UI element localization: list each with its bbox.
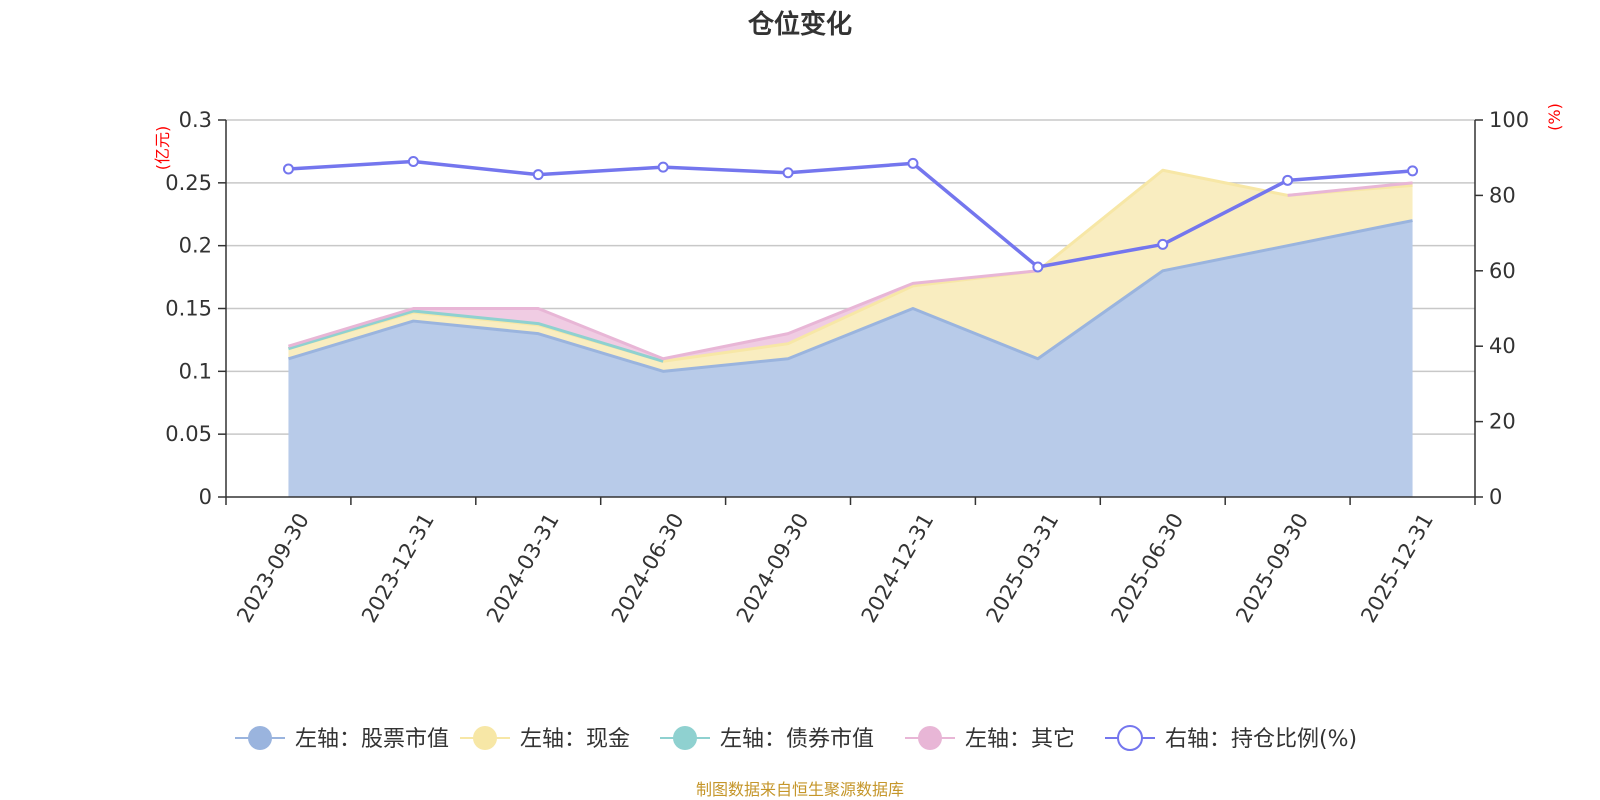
x-axis-label: 2024-09-30	[732, 509, 814, 627]
left-axis-tick-label: 0	[199, 485, 212, 509]
ratio-point	[907, 157, 919, 169]
legend-label: 左轴：股票市值	[295, 727, 449, 752]
legend-item: 右轴：持仓比例(%)	[1105, 725, 1357, 752]
left-axis-tick-label: 0.05	[165, 422, 212, 446]
area-line-左轴：其它	[288, 181, 1413, 361]
legend-marker	[248, 726, 272, 750]
left-axis-tick-label: 0.15	[165, 297, 212, 321]
area-line-左轴：债券市值	[288, 309, 664, 363]
legend-label: 左轴：其它	[965, 727, 1075, 752]
right-axis-tick-label: 60	[1489, 259, 1516, 283]
ratio-point	[407, 155, 419, 167]
area-左轴：股票市值	[288, 220, 1413, 498]
area-左轴：现金	[288, 170, 1413, 372]
legend-marker	[473, 726, 497, 750]
legend-label: 右轴：持仓比例(%)	[1165, 727, 1357, 752]
x-axis-label: 2024-06-30	[607, 509, 689, 627]
x-axis-label: 2025-12-31	[1356, 509, 1438, 627]
legend-marker	[1117, 725, 1143, 751]
legend-marker	[918, 726, 942, 750]
x-axis-label: 2025-06-30	[1106, 509, 1188, 627]
ratio-point	[282, 163, 294, 175]
ratio-point	[1407, 165, 1419, 177]
x-axis-label: 2024-12-31	[857, 509, 939, 627]
left-axis-unit: (亿元)	[153, 126, 172, 171]
ratio-point	[782, 167, 794, 179]
left-axis-tick-label: 0.1	[179, 359, 212, 383]
stacked-areas	[288, 168, 1413, 498]
x-axis-label: 2025-03-31	[982, 509, 1064, 627]
right-axis-tick-label: 80	[1489, 183, 1516, 207]
holding-ratio-series	[282, 155, 1419, 273]
x-axis-label: 2023-09-30	[232, 509, 314, 627]
ratio-point	[1282, 174, 1294, 186]
legend-item: 左轴：现金	[460, 726, 630, 752]
legend-item: 左轴：股票市值	[235, 726, 449, 752]
legend-marker	[673, 726, 697, 750]
legend-item: 左轴：其它	[905, 726, 1075, 752]
x-axis-label: 2023-12-31	[357, 509, 439, 627]
right-axis-tick-label: 40	[1489, 334, 1516, 358]
right-axis-tick-label: 20	[1489, 410, 1516, 434]
ratio-point	[1032, 261, 1044, 273]
ratio-line	[288, 159, 1413, 269]
right-axis-tick-label: 100	[1489, 108, 1529, 132]
ratio-point	[657, 161, 669, 173]
area-line-左轴：股票市值	[288, 219, 1413, 373]
legend: 左轴：股票市值 左轴：现金 左轴：债券市值 左轴：其它 右轴：持仓比例(%)	[235, 725, 1357, 752]
right-axis-unit: (%)	[1545, 103, 1564, 131]
legend-label: 左轴：现金	[520, 727, 630, 752]
chart-title: 仓位变化	[747, 9, 852, 40]
ratio-point	[1157, 238, 1169, 250]
ratio-point	[532, 169, 544, 181]
source-note: 制图数据来自恒生聚源数据库	[696, 780, 904, 799]
right-axis-tick-label: 0	[1489, 485, 1502, 509]
left-axis-tick-label: 0.25	[165, 171, 212, 195]
left-axis-tick-label: 0.2	[179, 234, 212, 258]
legend-item: 左轴：债券市值	[660, 726, 874, 752]
x-axis-label: 2025-09-30	[1231, 509, 1313, 627]
legend-label: 左轴：债券市值	[720, 727, 874, 752]
x-axis-label: 2024-03-31	[482, 509, 564, 627]
left-axis-tick-label: 0.3	[179, 108, 212, 132]
